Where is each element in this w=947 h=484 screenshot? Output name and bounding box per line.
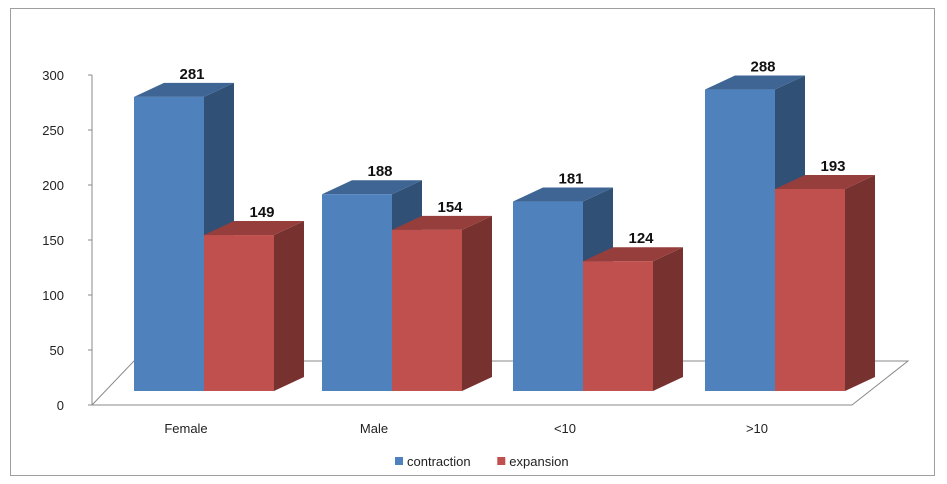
bar-expansion-2 — [583, 247, 683, 391]
bar-front — [775, 189, 845, 391]
bar-side — [462, 216, 492, 391]
bar-front — [705, 90, 775, 391]
data-label-expansion-3: 193 — [820, 158, 845, 175]
legend-label-contraction: contraction — [407, 454, 471, 469]
x-tick-label-1: Male — [360, 421, 388, 436]
legend: contraction expansion — [395, 454, 569, 469]
x-tick-label-3: >10 — [746, 421, 768, 436]
x-tick-label-0: Female — [164, 421, 207, 436]
legend-label-expansion: expansion — [509, 454, 568, 469]
bar-expansion-3 — [775, 175, 875, 391]
bar-side — [274, 221, 304, 391]
data-label-expansion-2: 124 — [628, 230, 654, 247]
bars — [134, 76, 875, 391]
x-axis: Female Male <10 >10 — [164, 421, 768, 436]
y-tick-label: 0 — [57, 398, 64, 413]
legend-swatch-contraction — [395, 457, 403, 465]
bar-side — [653, 247, 683, 391]
bar-expansion-1 — [392, 216, 492, 391]
y-tick-label: 250 — [42, 123, 64, 138]
x-tick-label-2: <10 — [554, 421, 576, 436]
bar-front — [513, 202, 583, 391]
bar-front — [322, 194, 392, 391]
y-tick-label: 100 — [42, 288, 64, 303]
data-label-contraction-1: 188 — [367, 163, 392, 180]
data-label-expansion-0: 149 — [249, 204, 274, 221]
y-tick-label: 50 — [50, 343, 64, 358]
bar-front — [204, 235, 274, 391]
legend-swatch-expansion — [497, 457, 505, 465]
data-label-contraction-2: 181 — [558, 171, 583, 188]
y-tick-label: 200 — [42, 178, 64, 193]
data-label-contraction-0: 281 — [179, 66, 204, 83]
y-axis: 0 50 100 150 200 250 300 — [42, 68, 92, 413]
data-label-expansion-1: 154 — [437, 199, 463, 216]
data-label-contraction-3: 288 — [750, 59, 775, 76]
y-tick-label: 300 — [42, 68, 64, 83]
bar-front — [583, 261, 653, 391]
bar-side — [845, 175, 875, 391]
y-tick-label: 150 — [42, 233, 64, 248]
bar-front — [392, 230, 462, 391]
bar-expansion-0 — [204, 221, 304, 391]
bar-front — [134, 97, 204, 391]
